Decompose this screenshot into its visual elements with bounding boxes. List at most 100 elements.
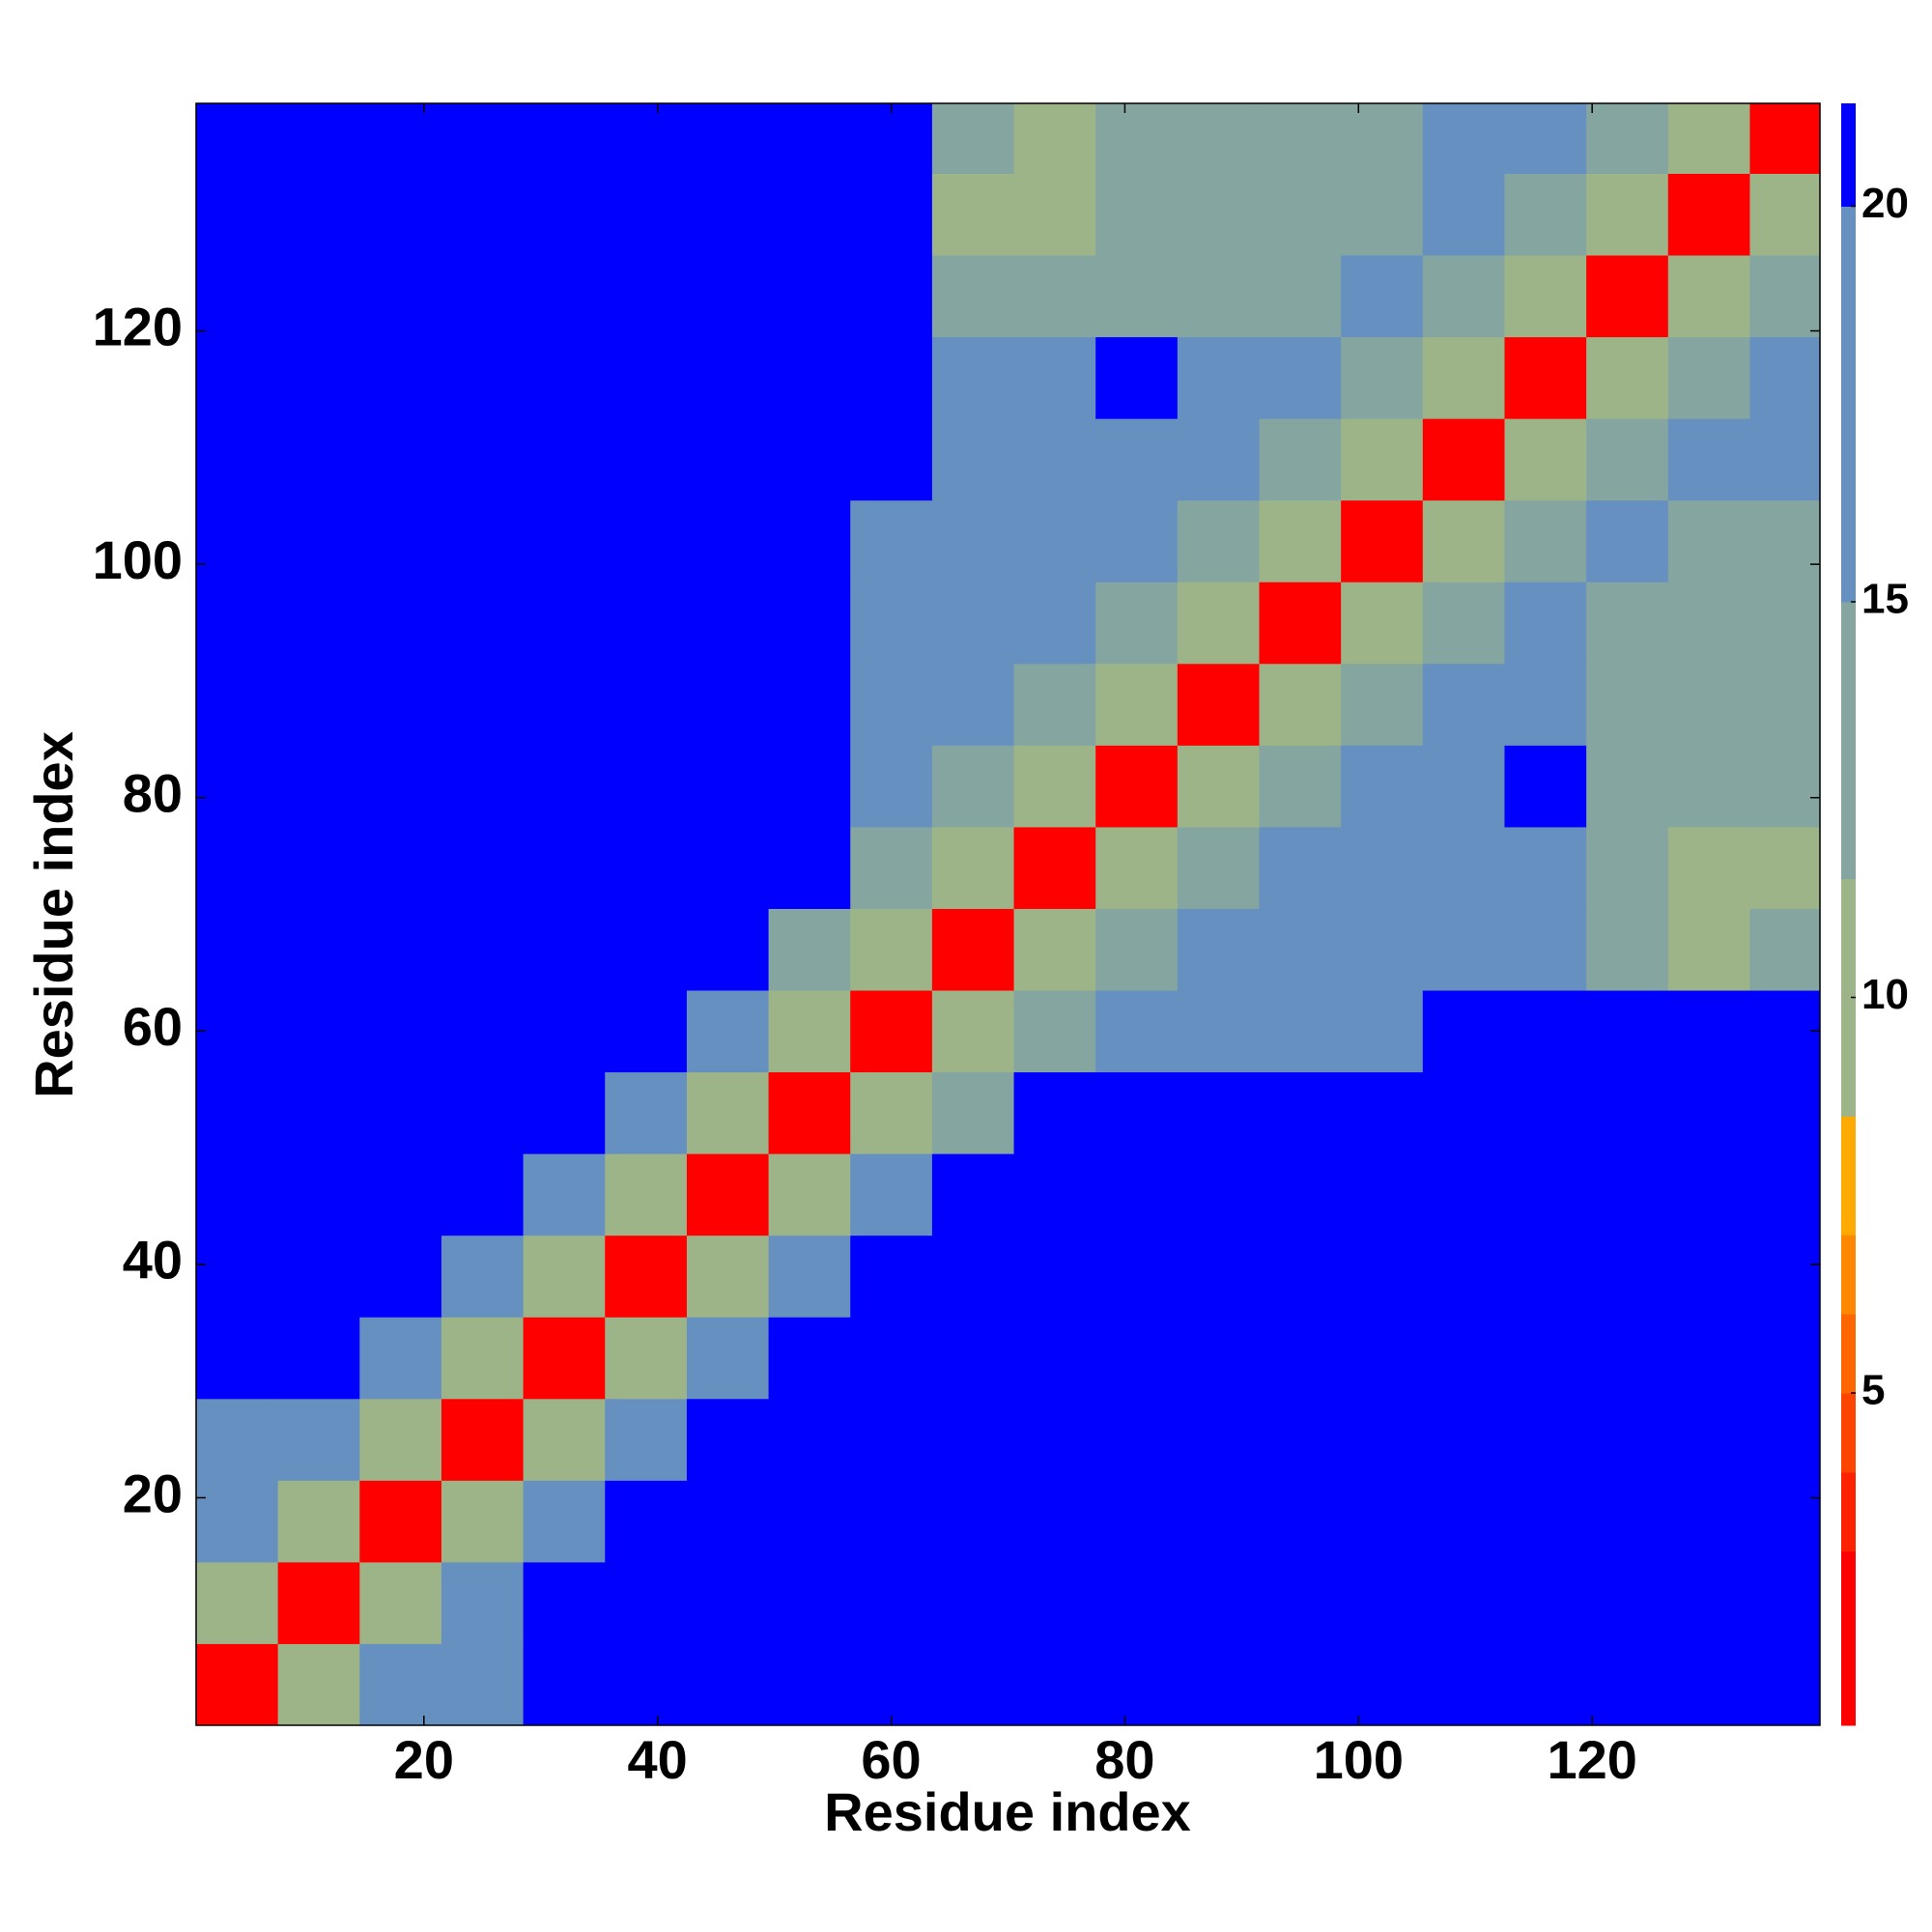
- heatmap-cell: [440, 103, 525, 174]
- heatmap-cell: [1013, 1561, 1096, 1644]
- heatmap-cell: [1095, 1071, 1179, 1154]
- heatmap-cell: [1341, 1398, 1424, 1481]
- heatmap-cell: [605, 1317, 688, 1400]
- heatmap-cell: [1341, 418, 1424, 501]
- heatmap-cell: [523, 990, 606, 1073]
- heatmap-cell: [1341, 173, 1424, 256]
- heatmap-cell: [1095, 826, 1179, 909]
- heatmap-cell: [1667, 418, 1750, 501]
- heatmap-cell: [1341, 1480, 1424, 1563]
- heatmap-cell: [686, 1561, 770, 1644]
- heatmap-cell: [359, 1071, 442, 1154]
- heatmap-cell: [1422, 1317, 1505, 1400]
- heatmap-cell: [1013, 990, 1096, 1073]
- heatmap-cell: [277, 1480, 360, 1563]
- heatmap-cell: [931, 1235, 1015, 1318]
- heatmap-cell: [277, 255, 360, 338]
- heatmap-cell: [931, 1153, 1015, 1236]
- heatmap-cell: [686, 663, 770, 746]
- heatmap-cell: [605, 418, 688, 501]
- heatmap-cell: [1586, 173, 1669, 256]
- heatmap-cell: [1259, 1071, 1342, 1154]
- heatmap-cell: [605, 499, 688, 582]
- heatmap-cell: [768, 255, 851, 338]
- heatmap-cell: [1095, 418, 1179, 501]
- heatmap-cell: [196, 990, 279, 1073]
- heatmap-cell: [1504, 499, 1587, 582]
- heatmap-cell: [1013, 663, 1096, 746]
- heatmap-cell: [850, 1317, 933, 1400]
- heatmap-cell: [440, 990, 525, 1073]
- heatmap-cell: [1095, 663, 1179, 746]
- heatmap-cell: [1749, 908, 1821, 991]
- heatmap-cell: [1422, 908, 1505, 991]
- colorbar-band: [1841, 1471, 1856, 1552]
- heatmap-cell: [1095, 336, 1179, 419]
- heatmap-cell: [1177, 908, 1261, 991]
- heatmap-cell: [1341, 908, 1424, 991]
- heatmap-cell: [196, 663, 279, 746]
- heatmap-cell: [850, 418, 933, 501]
- heatmap-cell: [1095, 1398, 1179, 1481]
- colorbar-band: [1841, 1235, 1856, 1315]
- heatmap-cell: [931, 1643, 1015, 1726]
- y-axis-title: Residue index: [23, 731, 84, 1098]
- heatmap-cell: [277, 1643, 360, 1726]
- heatmap-cell: [1504, 1235, 1587, 1318]
- heatmap-cell: [1095, 1153, 1179, 1236]
- x-tick-label: 40: [628, 1729, 688, 1790]
- heatmap-cell: [768, 418, 851, 501]
- heatmap-cell: [1341, 336, 1424, 419]
- x-tick-label: 100: [1314, 1729, 1404, 1790]
- heatmap-cell: [1749, 103, 1821, 174]
- heatmap-cell: [1749, 1235, 1821, 1318]
- heatmap-cell: [277, 908, 360, 991]
- heatmap-cell: [1667, 499, 1750, 582]
- heatmap-cell: [931, 499, 1015, 582]
- heatmap-cell: [1422, 1398, 1505, 1481]
- heatmap-cell: [1341, 1643, 1424, 1726]
- heatmap-cell: [523, 1643, 606, 1726]
- heatmap-cell: [440, 255, 525, 338]
- heatmap-cell: [196, 1317, 279, 1400]
- heatmap-cell: [1749, 1561, 1821, 1644]
- heatmap-cell: [359, 582, 442, 665]
- heatmap-cell: [768, 663, 851, 746]
- heatmap-cell: [1667, 1480, 1750, 1563]
- heatmap-cell: [196, 1561, 279, 1644]
- heatmap-cell: [359, 336, 442, 419]
- colorbar-band: [1841, 1550, 1856, 1726]
- heatmap-cell: [1259, 745, 1342, 828]
- heatmap-cell: [1586, 826, 1669, 909]
- heatmap-cell: [440, 336, 525, 419]
- heatmap-cell: [850, 1561, 933, 1644]
- heatmap-cell: [686, 1153, 770, 1236]
- heatmap-cell: [523, 1317, 606, 1400]
- heatmap-cell: [277, 826, 360, 909]
- heatmap-cell: [1667, 745, 1750, 828]
- heatmap-cell: [277, 336, 360, 419]
- heatmap-cell: [1095, 745, 1179, 828]
- colorbar-tick-label: 5: [1861, 1367, 1885, 1414]
- y-tick-label: 20: [123, 1463, 183, 1523]
- heatmap-cell: [1341, 582, 1424, 665]
- heatmap-cell: [1586, 1317, 1669, 1400]
- heatmap-cell: [1504, 582, 1587, 665]
- heatmap-cell: [1013, 1071, 1096, 1154]
- heatmap-cell: [1259, 663, 1342, 746]
- heatmap-cell: [1259, 1235, 1342, 1318]
- heatmap-cell: [1341, 499, 1424, 582]
- heatmap-cell: [1749, 582, 1821, 665]
- heatmap-cell: [1013, 418, 1096, 501]
- heatmap-cell: [440, 745, 525, 828]
- heatmap-cell: [1749, 255, 1821, 338]
- y-tick-label: 80: [123, 763, 183, 824]
- heatmap-cell: [523, 1153, 606, 1236]
- heatmap-cell: [1259, 1153, 1342, 1236]
- colorbar-band: [1841, 1393, 1856, 1473]
- heatmap-cell: [277, 173, 360, 256]
- heatmap-cell: [1586, 663, 1669, 746]
- heatmap-cell: [196, 173, 279, 256]
- heatmap-cell: [1341, 1235, 1424, 1318]
- heatmap-cell: [1586, 255, 1669, 338]
